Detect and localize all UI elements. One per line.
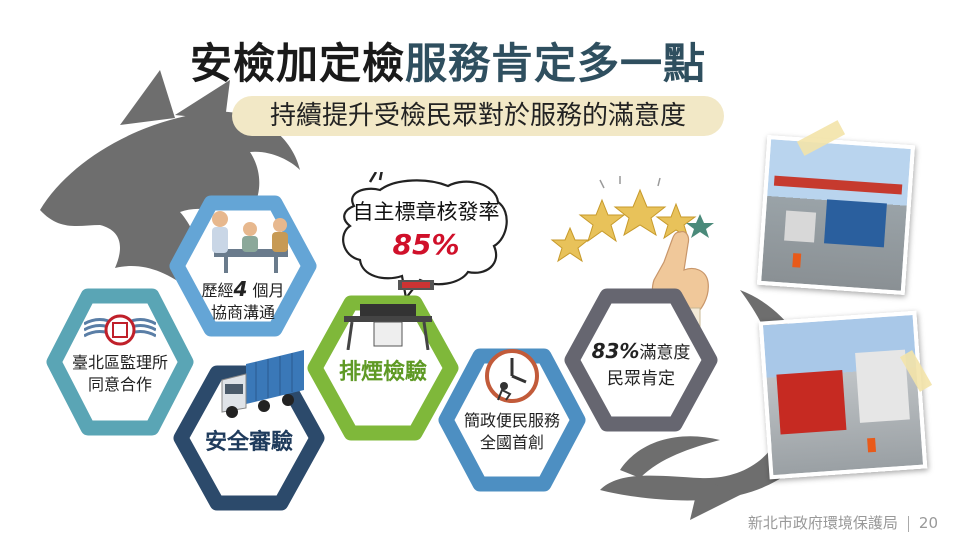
- hex-simplify-text: 簡政便民服務 全國首創: [446, 410, 578, 454]
- hex-safety-label: 安全審驗: [204, 430, 293, 455]
- dragon-head-icon: [40, 70, 300, 290]
- footer: 新北市政府環境保護局 20: [748, 512, 938, 533]
- hex-satisfaction-frame: [564, 288, 718, 432]
- title-part-2: 服務肯定多一點: [405, 39, 707, 88]
- hex-simplify-line2: 全國首創: [479, 433, 544, 452]
- photo-fire-truck: [776, 369, 847, 435]
- footer-divider: [907, 515, 909, 532]
- hex-simplify-line1: 簡政便民服務: [463, 411, 560, 430]
- photo-banner: [773, 175, 903, 195]
- footer-org: 新北市政府環境保護局: [747, 514, 898, 532]
- hex-satisfaction-suffix: 滿意度: [639, 343, 691, 363]
- hex-satisfaction-value: 83%: [591, 339, 640, 363]
- clock-runner-icon: [485, 349, 539, 403]
- meeting-people-icon: [212, 211, 288, 273]
- subtitle-bar: [232, 96, 724, 136]
- bubble-value: 85%: [392, 228, 460, 261]
- hex-negotiation-text: 歷經4 個月 協商溝通: [177, 278, 309, 324]
- page-number: 20: [918, 514, 938, 532]
- hex-monitor-line2: 同意合作: [87, 375, 152, 394]
- hex-simplify-frame: [438, 348, 586, 492]
- truck-icon: [221, 350, 304, 418]
- smoke-meter-icon: [344, 280, 434, 350]
- monitor-office-logo-icon: [84, 314, 156, 346]
- hex-satisfaction-line2: 民眾肯定: [607, 369, 675, 389]
- photo-cone-2: [867, 437, 877, 453]
- photo-truck: [824, 199, 887, 248]
- subtitle: 持續提升受檢民眾對於服務的滿意度: [269, 101, 686, 131]
- hex-monitor-line1: 臺北區監理所: [71, 353, 168, 372]
- inspection-site-photo: [756, 135, 916, 295]
- hex-negotiation-line2: 協商溝通: [210, 303, 275, 322]
- hex-monitor-text: 臺北區監理所 同意合作: [54, 352, 186, 396]
- rating-stars-icon: [550, 176, 714, 263]
- photo-vehicle: [784, 210, 817, 243]
- bubble-label: 自主標章核發率: [352, 200, 500, 224]
- fire-truck-photo: [758, 310, 928, 480]
- photo-cone: [792, 253, 802, 268]
- hex-smoke-label: 排煙檢驗: [338, 360, 427, 385]
- hex-negotiation-pre: 歷經: [201, 281, 234, 300]
- dragon-tail-icon: [600, 290, 822, 520]
- speech-bubble: [342, 172, 508, 300]
- hex-negotiation-num: 4: [233, 277, 248, 301]
- page-title: 安檢加定檢服務肯定多一點: [190, 30, 706, 91]
- exclaim-marks-icon: [368, 172, 383, 183]
- hex-negotiation-post: 個月: [247, 281, 285, 300]
- hex-satisfaction-text: 83%滿意度 民眾肯定: [572, 338, 710, 392]
- title-part-1: 安檢加定檢: [190, 39, 406, 88]
